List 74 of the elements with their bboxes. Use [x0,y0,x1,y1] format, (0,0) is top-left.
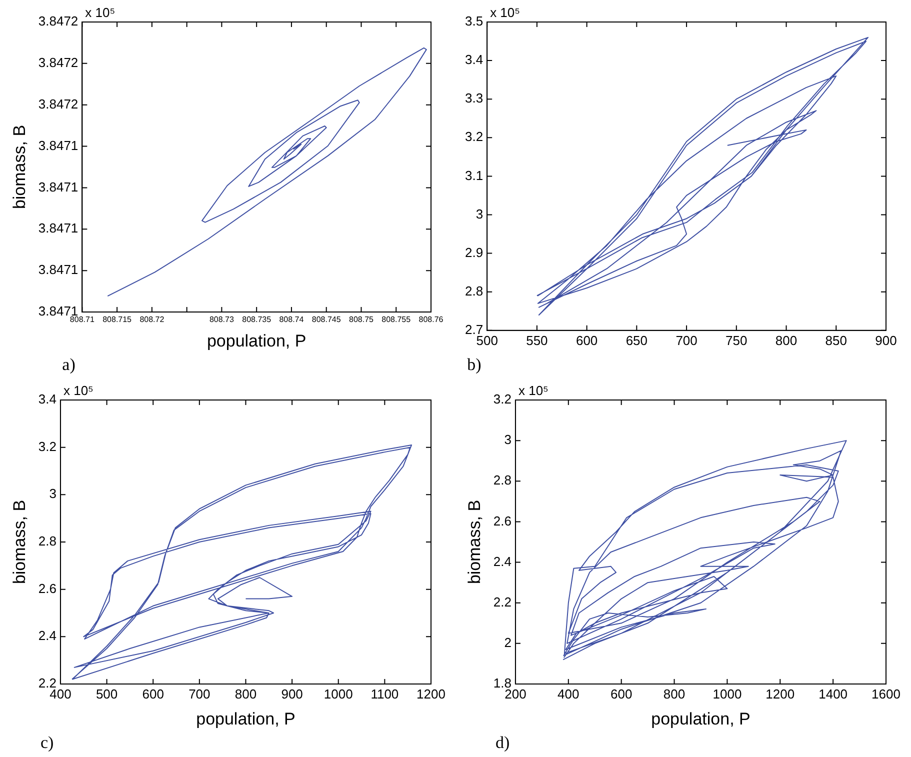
x-tick-label: 600 [142,686,164,702]
text: c) [40,732,54,752]
y-tick-label: 2.6 [493,513,512,528]
x-tick-label: 700 [188,686,210,702]
x-axis-title: population, P [651,709,750,728]
y-tick-label: 2.2 [493,594,512,610]
text: x 10⁵ [63,383,94,398]
y-tick-label: 2 [504,635,512,650]
x-tick-label: 1000 [712,686,742,702]
y-tick-label: 2.4 [38,628,56,644]
y-tick-label: 3.8472 [38,55,78,70]
x-tick-label: 808.75 [349,315,374,324]
x-tick-label: 650 [626,332,648,348]
y-tick-label: 3.2 [38,438,56,454]
x-tick-label: 808.74 [279,315,304,324]
y-tick-label: 3.5 [464,14,484,29]
y-tick-label: 3.2 [464,129,484,144]
x-tick-label: 900 [875,332,897,348]
text: b) [467,354,482,374]
x-tick-label: 1200 [766,686,795,702]
x-tick-label: 900 [281,686,303,702]
x-axis-title: population, P [196,709,296,728]
y-tick-label: 3.8472 [38,96,78,112]
y-tick-label: 2.8 [38,534,56,549]
y-tick-label: 3.8471 [38,220,78,236]
y-axis-title: biomass, B [10,124,29,210]
y-tick-label: 2.8 [493,472,512,488]
x-tick-label: 800 [663,686,686,702]
x-tick-label: 750 [726,332,748,348]
y-tick-label: 3.3 [464,90,484,106]
y-tick-label: 2.4 [493,554,512,569]
x-tick-label: 1200 [416,686,446,702]
y-tick-label: 3 [504,432,512,448]
x-axis-title: population, P [206,331,306,350]
text: x 10⁵ [490,5,520,20]
x-tick-label: 808.735 [242,315,272,324]
x-tick-label: 800 [234,686,257,702]
y-tick-label: 3.4 [464,52,484,68]
y-tick-label: 3.4 [38,392,56,407]
x-tick-label: 1100 [370,686,399,702]
x-tick-label: 808.745 [312,315,342,324]
y-tick-label: 3.8472 [38,14,78,29]
text: a) [62,354,76,374]
x-tick-label: 808.76 [418,315,444,324]
y-tick-label: 2.9 [464,244,484,260]
y-tick-label: 3 [476,206,484,222]
y-tick-label: 2.8 [464,283,484,298]
text: d) [495,732,510,752]
x-tick-label: 500 [96,686,118,702]
x-tick-label: 400 [558,686,580,702]
text: x 10⁵ [85,5,116,20]
x-tick-label: 550 [526,332,548,348]
x-tick-label: 1400 [818,686,848,702]
y-tick-label: 3.1 [464,168,484,183]
y-tick-label: 3.8471 [38,262,78,278]
x-tick-label: 1000 [324,686,353,702]
x-tick-label: 600 [610,686,632,702]
y-tick-label: 3 [49,486,56,502]
x-tick-label: 808.72 [140,315,165,324]
x-tick-label: 808.755 [382,315,412,324]
y-tick-label: 3.8471 [38,179,78,194]
y-axis-title: biomass, B [10,500,29,584]
y-tick-label: 2.6 [38,580,56,596]
x-tick-label: 850 [825,332,847,348]
x-tick-label: 800 [775,332,798,348]
x-tick-label: 700 [676,332,698,348]
text: x 10⁵ [518,383,548,398]
y-tick-label: 3.2 [493,392,512,407]
y-tick-label: 3.8471 [38,138,78,153]
y-axis-title: biomass, B [464,500,484,584]
x-tick-label: 1600 [872,686,900,702]
x-tick-label: 600 [576,332,598,348]
x-tick-label: 808.715 [102,315,132,324]
x-tick-label: 808.73 [209,315,234,324]
